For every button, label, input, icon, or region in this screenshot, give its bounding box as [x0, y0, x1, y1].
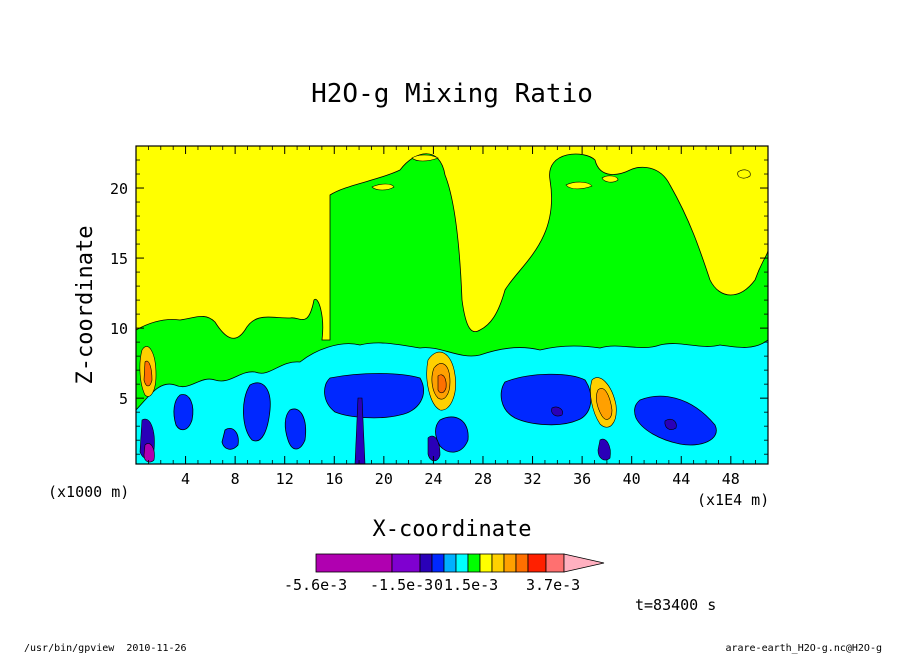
x-unit-note: (x1E4 m): [697, 491, 769, 509]
x-tick-label: 28: [474, 470, 492, 488]
colorbar-segment: [503, 553, 517, 573]
colorbar-segment: [391, 553, 421, 573]
colorbar-label: -1.5e-3: [370, 576, 433, 594]
colorbar-segment: [545, 553, 565, 573]
y-axis: 5 10 15 20: [110, 159, 768, 455]
contour-thin-streak: [354, 397, 366, 464]
x-tick-label: 36: [573, 470, 591, 488]
contour-yellow-holes: [371, 154, 751, 191]
y-axis-title: Z-coordinate: [73, 226, 98, 385]
x-tick-label: 20: [375, 470, 393, 488]
colorbar-label: 1.5e-3: [444, 576, 498, 594]
x-tick-label: 48: [722, 470, 740, 488]
contour-blue-cores: [173, 373, 717, 453]
colorbar-segment: [491, 553, 505, 573]
y-tick-label: 20: [110, 180, 128, 198]
colorbar-segment: [455, 553, 469, 573]
time-label: t=83400 s: [635, 596, 716, 614]
chart-title: H2O-g Mixing Ratio: [311, 79, 593, 109]
colorbar-segment: [467, 553, 481, 573]
x-axis-title: X-coordinate: [373, 517, 532, 542]
x-tick-label: 4: [181, 470, 190, 488]
x-axis: 4 8 12 16 20 24 28 32 36 40 44 48: [147, 146, 757, 488]
colorbar-label: 3.7e-3: [526, 576, 580, 594]
colorbar: -5.6e-3 -1.5e-3 0 1.5e-3 3.7e-3: [284, 553, 605, 594]
x-tick-label: 32: [524, 470, 542, 488]
contour-field: [136, 146, 768, 464]
contour-navy-spots: [139, 406, 677, 462]
colorbar-label: -5.6e-3: [284, 576, 347, 594]
y-tick-label: 15: [110, 250, 128, 268]
colorbar-arrow: [563, 553, 605, 573]
x-tick-label: 12: [276, 470, 294, 488]
plot-frame: [135, 145, 769, 465]
colorbar-segment: [419, 553, 433, 573]
x-tick-label: 40: [623, 470, 641, 488]
x-scale-note: (x1000 m): [48, 483, 129, 501]
colorbar-label: 0: [434, 576, 443, 594]
x-tick-label: 24: [424, 470, 442, 488]
colorbar-segment: [443, 553, 457, 573]
colorbar-segment: [431, 553, 445, 573]
colorbar-segment: [527, 553, 547, 573]
colorbar-segment: [315, 553, 393, 573]
colorbar-segment: [515, 553, 529, 573]
footer-left: /usr/bin/gpview 2010-11-26: [24, 643, 187, 654]
x-tick-label: 16: [325, 470, 343, 488]
x-tick-label: 8: [231, 470, 240, 488]
x-tick-label: 44: [672, 470, 690, 488]
y-tick-label: 5: [119, 390, 128, 408]
colorbar-segment: [479, 553, 493, 573]
contour-orange-plumes: [139, 346, 617, 428]
contour-magenta-spot: [143, 443, 155, 463]
y-tick-label: 10: [110, 320, 128, 338]
footer-right: arare-earth_H2O-g.nc@H2O-g: [725, 643, 882, 654]
